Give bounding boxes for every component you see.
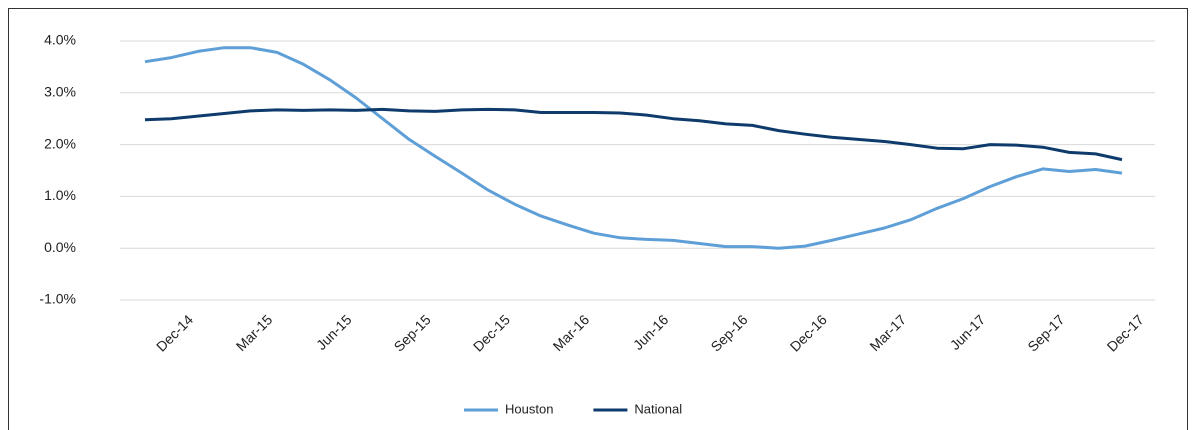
x-tick-label: Dec-17 xyxy=(1104,311,1147,354)
y-tick-label: 4.0% xyxy=(44,32,76,48)
legend-label: Houston xyxy=(505,401,553,416)
x-tick-label: Jun-15 xyxy=(313,311,355,353)
x-tick-label: Sep-15 xyxy=(391,311,434,354)
y-tick-label: 2.0% xyxy=(44,135,76,151)
x-tick-label: Sep-16 xyxy=(707,311,750,354)
legend-label: National xyxy=(634,401,682,416)
y-tick-label: 1.0% xyxy=(44,187,76,203)
x-tick-label: Sep-17 xyxy=(1024,311,1067,354)
x-tick-label: Mar-16 xyxy=(550,311,593,354)
x-tick-label: Mar-17 xyxy=(866,311,909,354)
x-tick-label: Jun-16 xyxy=(630,311,672,353)
y-tick-label: 0.0% xyxy=(44,239,76,255)
series-line xyxy=(144,46,1123,250)
x-tick-label: Dec-16 xyxy=(787,311,830,354)
frame xyxy=(8,8,1188,430)
y-tick-label: -1.0% xyxy=(39,291,76,307)
x-tick-label: Dec-14 xyxy=(153,311,196,354)
series-line xyxy=(144,107,1123,162)
y-tick-label: 3.0% xyxy=(44,84,76,100)
x-tick-label: Jun-17 xyxy=(947,311,989,353)
x-tick-label: Dec-15 xyxy=(470,311,513,354)
x-tick-label: Mar-15 xyxy=(233,311,276,354)
